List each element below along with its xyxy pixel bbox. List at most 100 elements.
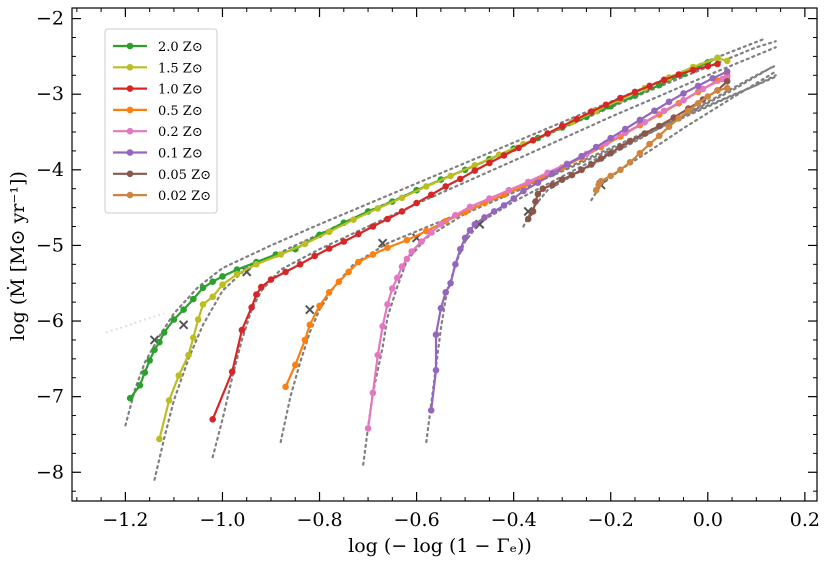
series-8 [592,84,731,194]
data-point [277,251,285,258]
data-point [141,369,149,376]
data-point [704,93,712,100]
data-point [170,316,178,323]
legend-swatch-marker [126,64,134,71]
data-point [675,71,682,78]
data-point [714,54,721,62]
data-point [325,245,333,252]
data-point [515,144,522,152]
data-point [573,115,581,123]
data-point [253,291,260,298]
data-point [398,194,406,202]
data-point [558,122,566,130]
data-point [471,221,479,228]
data-point [656,132,663,140]
data-point [617,143,624,151]
data-point [442,289,450,296]
data-point [534,179,542,186]
data-point [238,326,246,334]
data-point [481,214,488,221]
data-point [622,125,629,133]
legend-entry: 0.2 Z⊙ [113,125,203,140]
data-point [146,357,153,364]
data-point [694,100,702,107]
data-point [393,274,401,282]
legend-entry: 0.05 Z⊙ [113,168,211,183]
data-point [607,134,614,142]
cross-marker-2 [178,320,189,330]
data-point [723,57,731,65]
data-point [447,279,454,287]
data-point [282,268,289,276]
legend-label: 0.1 Z⊙ [158,147,203,162]
data-point [194,316,202,323]
data-point [670,114,678,121]
data-point [437,221,445,228]
legend-box [104,28,218,214]
legend-swatch-marker [126,42,134,50]
axis-ticks [72,8,817,501]
data-point [442,183,450,190]
x-tick-label: −0.6 [394,509,440,531]
data-point [568,171,576,179]
data-point [374,205,382,212]
data-point [689,66,697,74]
legend-entry: 2.0 Z⊙ [113,40,203,55]
data-point [233,270,241,278]
data-point [253,261,260,268]
y-tick-label: −7 [36,386,64,408]
data-point [646,82,653,90]
data-point [292,361,299,369]
data-point [282,383,289,391]
data-point [156,435,163,443]
cross-marker-3 [242,267,252,277]
data-point [656,122,663,130]
data-point [452,261,459,268]
data-point [199,301,207,308]
plot-frame [71,7,818,502]
data-point [651,107,658,115]
y-tick-label: −5 [36,234,64,256]
data-point [699,85,707,93]
data-point [345,268,352,276]
data-point [355,230,362,238]
data-point [529,137,537,144]
data-point [427,191,435,199]
data-point [461,234,469,242]
data-point [520,187,527,195]
data-point [626,159,634,166]
legend-label: 0.02 Z⊙ [158,189,211,204]
data-point [471,162,479,169]
data-point [544,130,551,137]
fit-curve-3 [211,46,777,459]
legend-entry: 1.0 Z⊙ [113,83,203,98]
x-tick-labels: −1.2 −1.0 −0.8 −0.6 −0.4 −0.2 0.0 0.2 [102,509,820,531]
data-point [199,284,207,292]
data-point [529,208,537,215]
cross-marker-4 [305,304,315,315]
data-point [486,195,493,202]
data-point [626,137,634,145]
legend-swatch-marker [126,106,134,114]
data-point [403,236,411,244]
data-point [578,152,585,160]
data-point [398,208,406,215]
data-point [126,394,134,402]
x-tick-label: −0.2 [588,509,634,531]
data-point [403,255,411,263]
data-point [432,366,440,374]
data-point [680,96,687,104]
data-point [340,238,348,245]
data-point [714,60,721,68]
data-point [248,304,255,311]
data-point [296,261,304,268]
data-point [190,334,197,342]
fit-curve-2 [153,40,777,481]
data-point [607,149,614,157]
legend-label: 0.2 Z⊙ [158,125,203,140]
data-point [549,170,556,177]
data-point [355,258,362,266]
data-point [558,176,566,183]
data-point [524,215,532,223]
data-point [447,172,454,180]
